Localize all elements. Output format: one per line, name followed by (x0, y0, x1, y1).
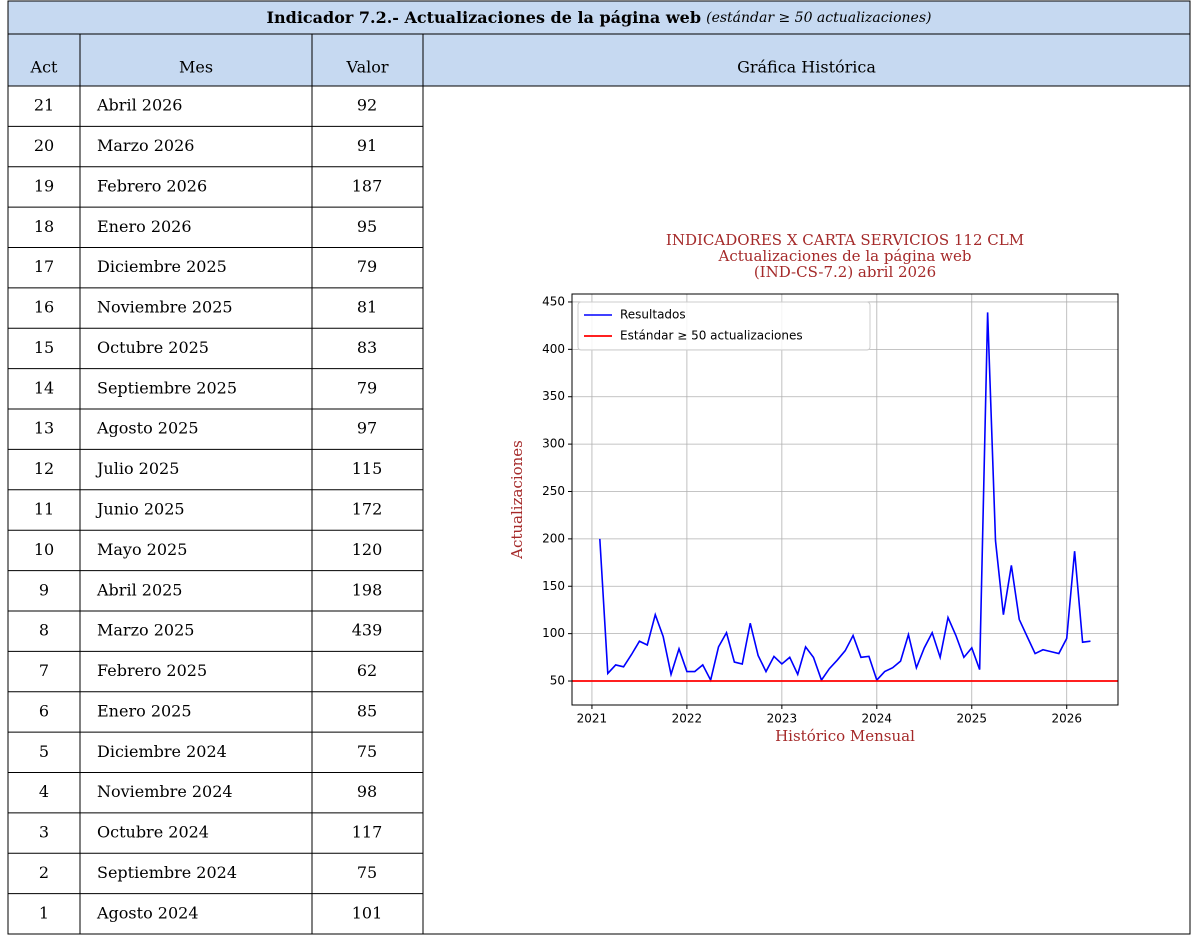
cell-value: 198 (352, 580, 383, 599)
x-tick-label: 2024 (862, 712, 893, 726)
cell-act: 11 (34, 500, 54, 519)
cell-act: 2 (39, 863, 49, 882)
cell-act: 8 (39, 621, 49, 640)
cell-month: Abril 2026 (96, 96, 182, 115)
cell-month: Febrero 2026 (97, 176, 207, 195)
cell-month: Noviembre 2024 (97, 782, 233, 801)
data-line (599, 312, 1091, 683)
y-tick-label: 400 (542, 342, 565, 356)
subtitle: (estándar ≥ 50 actualizaciones) (706, 10, 931, 26)
cell-act: 19 (34, 176, 54, 195)
y-tick-label: 150 (542, 579, 565, 593)
cell-act: 17 (34, 257, 54, 276)
cell-month: Noviembre 2025 (97, 298, 233, 317)
y-tick-label: 300 (542, 437, 565, 451)
cell-month: Diciembre 2025 (97, 257, 227, 276)
cell-act: 18 (34, 217, 54, 236)
cell-value: 83 (357, 338, 377, 357)
x-tick-label: 2021 (577, 712, 608, 726)
cell-act: 3 (39, 823, 49, 842)
chart-title: Actualizaciones de la página web (718, 247, 972, 265)
cell-value: 101 (352, 903, 383, 922)
cell-value: 120 (352, 540, 383, 559)
cell-act: 21 (34, 96, 54, 115)
cell-month: Diciembre 2024 (97, 742, 227, 761)
y-tick-label: 250 (542, 484, 565, 498)
column-header: Act (30, 58, 59, 77)
cell-act: 6 (39, 701, 49, 720)
cell-value: 97 (357, 419, 377, 438)
cell-value: 92 (357, 96, 377, 115)
cell-value: 439 (352, 621, 383, 640)
title: Indicador 7.2.- Actualizaciones de la pá… (267, 8, 702, 27)
x-tick-label: 2023 (767, 712, 798, 726)
cell-month: Enero 2025 (97, 701, 192, 720)
cell-value: 79 (357, 257, 377, 276)
y-tick-label: 100 (542, 626, 565, 640)
column-header: Valor (345, 58, 388, 77)
cell-value: 75 (357, 742, 377, 761)
cell-act: 4 (39, 782, 49, 801)
cell-month: Septiembre 2025 (97, 378, 237, 397)
x-tick-label: 2026 (1051, 712, 1082, 726)
cell-month: Agosto 2024 (96, 903, 199, 922)
cell-month: Octubre 2024 (97, 823, 209, 842)
plot-frame (571, 293, 1119, 706)
cell-value: 91 (357, 136, 377, 155)
cell-month: Junio 2025 (95, 500, 185, 519)
title-bar (7, 0, 1191, 35)
cell-value: 98 (357, 782, 377, 801)
cell-value: 79 (357, 378, 377, 397)
legend-box (577, 301, 871, 351)
cell-month: Julio 2025 (95, 459, 179, 478)
cell-month: Marzo 2026 (97, 136, 194, 155)
cell-value: 75 (357, 863, 377, 882)
y-tick-label: 450 (542, 294, 565, 308)
chart-title: INDICADORES X CARTA SERVICIOS 112 CLM (666, 231, 1024, 249)
cell-act: 10 (34, 540, 54, 559)
cell-month: Agosto 2025 (96, 419, 199, 438)
table-border (7, 85, 1191, 935)
cell-month: Abril 2025 (96, 580, 182, 599)
cell-value: 187 (352, 176, 383, 195)
x-axis-label: Histórico Mensual (775, 727, 915, 745)
cell-value: 85 (357, 701, 377, 720)
cell-value: 172 (352, 500, 383, 519)
cell-act: 20 (34, 136, 54, 155)
cell-month: Septiembre 2024 (97, 863, 237, 882)
y-axis-label: Actualizaciones (508, 440, 526, 560)
cell-act: 16 (34, 298, 54, 317)
chart-title: (IND-CS-7.2) abril 2026 (754, 263, 936, 281)
cell-act: 7 (39, 661, 49, 680)
cell-act: 15 (34, 338, 54, 357)
column-header-bar (7, 33, 1191, 87)
cell-month: Marzo 2025 (97, 621, 194, 640)
x-tick-label: 2025 (956, 712, 987, 726)
y-tick-label: 200 (542, 531, 565, 545)
cell-value: 95 (357, 217, 377, 236)
cell-value: 117 (352, 823, 383, 842)
cell-act: 14 (34, 378, 54, 397)
cell-month: Febrero 2025 (97, 661, 207, 680)
legend-label: Resultados (620, 308, 686, 322)
cell-act: 12 (34, 459, 54, 478)
column-header: Gráfica Histórica (737, 58, 876, 77)
x-tick-label: 2022 (672, 712, 703, 726)
y-tick-label: 50 (550, 674, 565, 688)
cell-act: 9 (39, 580, 49, 599)
table-title: Indicador 7.2.- Actualizaciones de la pá… (267, 8, 932, 27)
cell-month: Mayo 2025 (97, 540, 187, 559)
cell-month: Enero 2026 (97, 217, 192, 236)
cell-act: 5 (39, 742, 49, 761)
cell-value: 81 (357, 298, 377, 317)
cell-value: 115 (352, 459, 383, 478)
legend-label: Estándar ≥ 50 actualizaciones (620, 329, 803, 343)
cell-value: 62 (357, 661, 377, 680)
cell-month: Octubre 2025 (97, 338, 209, 357)
cell-act: 1 (39, 903, 49, 922)
column-header: Mes (179, 58, 213, 77)
cell-act: 13 (34, 419, 54, 438)
y-tick-label: 350 (542, 389, 565, 403)
